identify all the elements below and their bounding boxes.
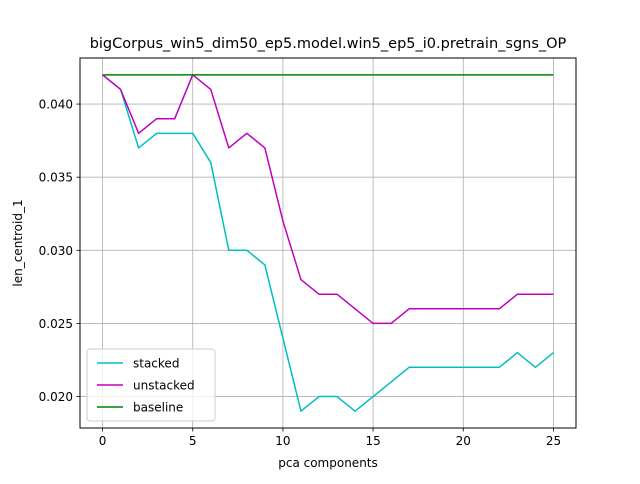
y-axis-label: len_centroid_1	[11, 199, 25, 286]
legend-label-stacked: stacked	[133, 357, 179, 371]
x-tick-label: 25	[546, 434, 561, 448]
legend-box	[86, 348, 216, 422]
x-axis-ticks: 0 5 10 15 20 25	[99, 428, 561, 448]
x-tick-label: 15	[365, 434, 380, 448]
y-tick-label: 0.040	[39, 98, 73, 112]
x-tick-label: 5	[189, 434, 197, 448]
chart-title: bigCorpus_win5_dim50_ep5.model.win5_ep5_…	[90, 36, 567, 52]
y-tick-label: 0.030	[39, 244, 73, 258]
legend-label-baseline: baseline	[133, 401, 183, 415]
series-line-stacked	[102, 74, 554, 412]
plot-area-frame	[79, 57, 577, 429]
x-tick-label: 10	[275, 434, 290, 448]
y-axis-ticks: 0.020 0.025 0.030 0.035 0.040	[39, 98, 80, 404]
x-axis-label: pca components	[278, 456, 378, 470]
y-tick-label: 0.035	[39, 171, 73, 185]
y-tick-label: 0.025	[39, 317, 73, 331]
y-tick-label: 0.020	[39, 390, 73, 404]
legend: stacked unstacked baseline	[86, 348, 216, 422]
series-lines	[102, 74, 554, 412]
x-tick-label: 0	[99, 434, 107, 448]
legend-label-unstacked: unstacked	[133, 379, 195, 393]
series-line-unstacked	[102, 74, 554, 325]
x-tick-label: 20	[456, 434, 471, 448]
